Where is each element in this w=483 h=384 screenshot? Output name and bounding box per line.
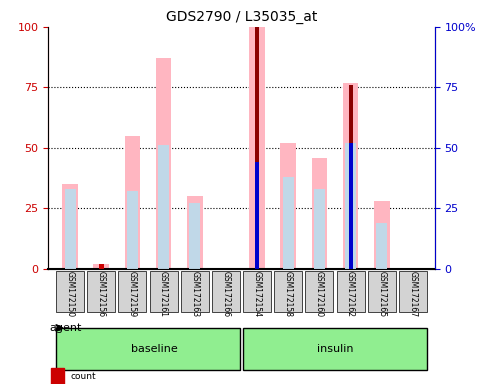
Bar xyxy=(255,27,259,269)
Bar xyxy=(189,204,200,269)
Text: GSM172162: GSM172162 xyxy=(346,271,355,317)
Bar xyxy=(281,143,296,269)
Bar xyxy=(187,196,202,269)
Bar xyxy=(345,143,356,269)
Bar xyxy=(65,189,75,269)
Bar xyxy=(283,177,294,269)
Text: baseline: baseline xyxy=(131,344,178,354)
Text: GSM172160: GSM172160 xyxy=(315,271,324,317)
Text: GSM172161: GSM172161 xyxy=(159,271,168,317)
Bar xyxy=(376,223,387,269)
FancyBboxPatch shape xyxy=(337,271,365,312)
Bar xyxy=(51,368,64,384)
Bar xyxy=(158,146,169,269)
FancyBboxPatch shape xyxy=(181,271,209,312)
FancyBboxPatch shape xyxy=(118,271,146,312)
Text: GSM172158: GSM172158 xyxy=(284,271,293,317)
Text: GSM172150: GSM172150 xyxy=(66,271,74,317)
FancyBboxPatch shape xyxy=(56,328,240,370)
Text: insulin: insulin xyxy=(317,344,353,354)
Bar xyxy=(125,136,140,269)
FancyBboxPatch shape xyxy=(243,328,427,370)
Text: count: count xyxy=(70,372,96,381)
Text: GSM172167: GSM172167 xyxy=(409,271,417,317)
Bar xyxy=(94,264,109,269)
Bar xyxy=(349,85,353,269)
Text: GSM172165: GSM172165 xyxy=(377,271,386,317)
Text: agent: agent xyxy=(50,323,82,333)
Bar xyxy=(374,201,389,269)
Bar xyxy=(156,58,171,269)
FancyBboxPatch shape xyxy=(87,271,115,312)
Bar xyxy=(127,191,138,269)
Bar xyxy=(62,184,78,269)
FancyBboxPatch shape xyxy=(150,271,178,312)
FancyBboxPatch shape xyxy=(305,271,333,312)
Text: GSM172163: GSM172163 xyxy=(190,271,199,317)
Bar xyxy=(312,157,327,269)
FancyBboxPatch shape xyxy=(274,271,302,312)
Bar xyxy=(99,264,104,269)
Bar xyxy=(349,143,353,269)
Bar xyxy=(249,27,265,269)
Bar xyxy=(343,83,358,269)
FancyBboxPatch shape xyxy=(56,271,84,312)
Text: GSM172156: GSM172156 xyxy=(97,271,106,317)
FancyBboxPatch shape xyxy=(212,271,240,312)
FancyBboxPatch shape xyxy=(243,271,271,312)
Bar xyxy=(314,189,325,269)
Text: GSM172166: GSM172166 xyxy=(221,271,230,317)
Text: GSM172154: GSM172154 xyxy=(253,271,262,317)
FancyBboxPatch shape xyxy=(368,271,396,312)
Text: GSM172159: GSM172159 xyxy=(128,271,137,317)
Bar xyxy=(255,162,259,269)
FancyBboxPatch shape xyxy=(399,271,427,312)
Title: GDS2790 / L35035_at: GDS2790 / L35035_at xyxy=(166,10,317,25)
